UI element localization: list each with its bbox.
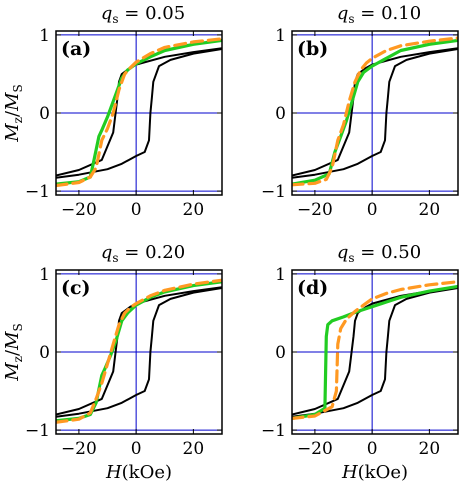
series-black-1: [56, 287, 222, 418]
y-tick-label: 0: [39, 104, 50, 124]
y-axis-label: Mz/MS: [2, 84, 25, 143]
panel-d: −20 0 20 −1 0 1 qs = 0.50 (d) H(kOe): [261, 242, 459, 483]
panel-title: qs = 0.20: [101, 242, 185, 265]
x-axis-label: H(kOe): [105, 462, 172, 483]
svg-text:Mz/MS: Mz/MS: [2, 323, 25, 382]
panel-label: (d): [297, 277, 328, 299]
panel-b: −20 0 20 −1 0 1 qs = 0.10 (b): [261, 3, 459, 220]
y-tick-label: 0: [275, 104, 286, 124]
x-tick-label: 0: [367, 439, 378, 459]
panel-title: qs = 0.05: [101, 3, 185, 26]
y-tick-label: 1: [39, 26, 50, 46]
panel-title: qs = 0.50: [337, 242, 421, 265]
series-black-1: [292, 48, 458, 179]
series-black-0: [292, 47, 458, 177]
series-green-2: [292, 38, 458, 186]
x-tick-label: 0: [131, 200, 142, 220]
svg-text:Mz/MS: Mz/MS: [2, 84, 25, 143]
x-tick-label: 0: [131, 439, 142, 459]
y-tick-label: −1: [25, 421, 50, 441]
y-tick-label: 1: [275, 26, 286, 46]
x-axis-label: H(kOe): [341, 462, 408, 483]
y-tick-label: 0: [275, 343, 286, 363]
y-tick-label: −1: [25, 182, 50, 202]
panel-title: qs = 0.10: [337, 3, 421, 26]
x-tick-label: −20: [61, 200, 97, 220]
series-orange-3: [292, 280, 458, 420]
series-orange-3: [56, 37, 222, 188]
series-black-1: [292, 287, 458, 418]
series-black-0: [56, 47, 222, 177]
x-tick-label: 20: [419, 200, 441, 220]
x-tick-label: −20: [297, 439, 333, 459]
x-tick-label: −20: [61, 439, 97, 459]
x-tick-label: 0: [367, 200, 378, 220]
series-black-1: [56, 48, 222, 179]
panel-c: −20 0 20 −1 0 1 qs = 0.20 (c) Mz/MS H(kOe): [2, 242, 223, 483]
x-tick-label: 20: [419, 439, 441, 459]
y-tick-label: −1: [261, 182, 286, 202]
x-tick-label: −20: [297, 200, 333, 220]
series-green-2: [292, 284, 458, 420]
y-tick-label: 1: [39, 265, 50, 285]
y-axis-label: Mz/MS: [2, 323, 25, 382]
y-tick-label: 1: [275, 265, 286, 285]
panel-label: (b): [297, 38, 328, 60]
series-orange-3: [292, 36, 458, 187]
y-tick-label: −1: [261, 421, 286, 441]
series-black-0: [56, 286, 222, 416]
panel-label: (a): [61, 38, 91, 60]
panel-label: (c): [61, 277, 91, 299]
x-tick-label: 20: [183, 200, 205, 220]
panel-a: −20 0 20 −1 0 1 qs = 0.05 (a) Mz/MS: [2, 3, 223, 220]
x-tick-label: 20: [183, 439, 205, 459]
series-orange-3: [56, 278, 222, 424]
y-tick-label: 0: [39, 343, 50, 363]
